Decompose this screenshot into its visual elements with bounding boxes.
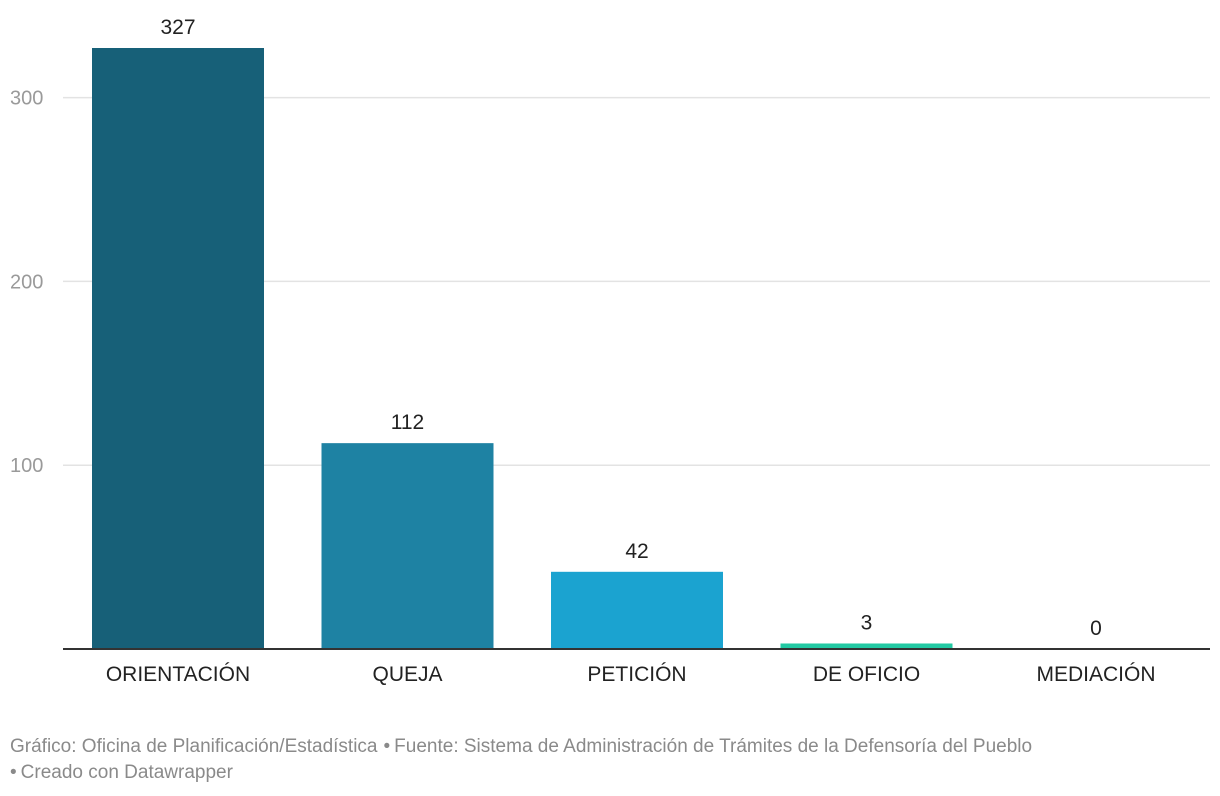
bar-0 (92, 48, 264, 649)
bar-value-label-4: 0 (1090, 617, 1102, 640)
bar-value-label-2: 42 (625, 540, 648, 563)
chart-footer: Gráfico: Oficina de Planificación/Estadí… (10, 736, 1033, 783)
x-tick-label-3: DE OFICIO (813, 663, 920, 686)
footer-source: Fuente: Sistema de Administración de Trá… (394, 736, 1033, 757)
bar-3 (780, 643, 953, 649)
y-tick-label-100: 100 (10, 455, 43, 477)
x-tick-label-4: MEDIACIÓN (1036, 663, 1155, 686)
footer-credit: Gráfico: Oficina de Planificación/Estadí… (10, 736, 378, 757)
y-tick-label-200: 200 (10, 271, 43, 293)
bar-value-label-1: 112 (391, 411, 424, 434)
bar-value-label-0: 327 (160, 16, 195, 39)
x-tick-label-1: QUEJA (372, 663, 442, 686)
bar-1 (321, 443, 494, 649)
bar-2 (551, 571, 723, 649)
x-tick-label-2: PETICIÓN (587, 663, 686, 686)
footer-created-with: Creado con Datawrapper (20, 762, 233, 783)
x-tick-label-0: ORIENTACIÓN (106, 663, 250, 686)
bar-value-label-3: 3 (861, 611, 873, 634)
bar-chart: 100 200 300 327 ORIENTACIÓN 112 QUEJA 42 PETICIÓ… (10, 16, 1210, 686)
y-tick-label-300: 300 (10, 88, 43, 110)
